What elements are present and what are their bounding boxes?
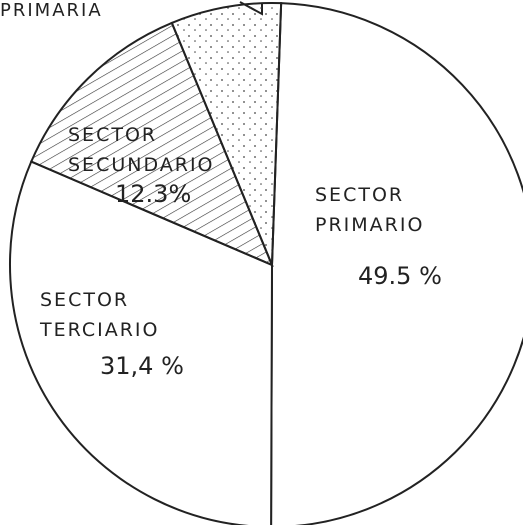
chart: SECTOR PRIMARIO 49.5 % SECTOR TERCIARIO 31,… (0, 0, 523, 525)
value-label: 12.3% (115, 180, 191, 208)
slice-label: SECTOR TERCIARIO (40, 285, 220, 345)
slice-label: SECTOR SECUNDARIO (68, 120, 208, 180)
slice-label: PRIMARIA (0, 0, 103, 21)
value-label: 31,4 % (100, 352, 184, 380)
pie (0, 0, 523, 525)
slice-label: SECTOR PRIMARIO (315, 180, 485, 240)
value-label: 49.5 % (358, 262, 442, 290)
